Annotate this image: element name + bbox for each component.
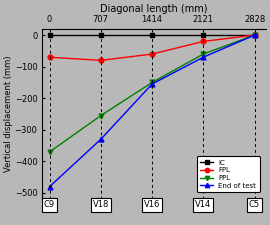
FPL xyxy=(253,34,256,36)
IC xyxy=(253,34,256,36)
Line: End of test: End of test xyxy=(47,33,257,189)
PPL xyxy=(48,151,51,153)
Text: C9: C9 xyxy=(44,200,55,209)
Line: FPL: FPL xyxy=(47,33,257,63)
Y-axis label: Vertical displacement (mm): Vertical displacement (mm) xyxy=(4,56,13,172)
X-axis label: Diagonal length (mm): Diagonal length (mm) xyxy=(100,4,208,14)
Text: C5: C5 xyxy=(249,200,260,209)
Text: V16: V16 xyxy=(144,200,160,209)
Line: PPL: PPL xyxy=(47,33,257,154)
End of test xyxy=(48,185,51,188)
FPL xyxy=(150,53,154,55)
IC xyxy=(99,34,102,36)
Text: V14: V14 xyxy=(195,200,211,209)
PPL xyxy=(99,114,102,117)
Legend: IC, FPL, PPL, End of test: IC, FPL, PPL, End of test xyxy=(197,156,260,192)
End of test xyxy=(150,83,154,86)
End of test xyxy=(99,138,102,141)
PPL xyxy=(253,34,256,36)
FPL xyxy=(99,59,102,62)
Text: V18: V18 xyxy=(93,200,109,209)
IC xyxy=(202,34,205,36)
FPL xyxy=(202,40,205,43)
Line: IC: IC xyxy=(47,33,257,38)
PPL xyxy=(202,53,205,55)
FPL xyxy=(48,56,51,58)
End of test xyxy=(202,56,205,58)
End of test xyxy=(253,34,256,36)
IC xyxy=(48,34,51,36)
PPL xyxy=(150,81,154,84)
IC xyxy=(150,34,154,36)
